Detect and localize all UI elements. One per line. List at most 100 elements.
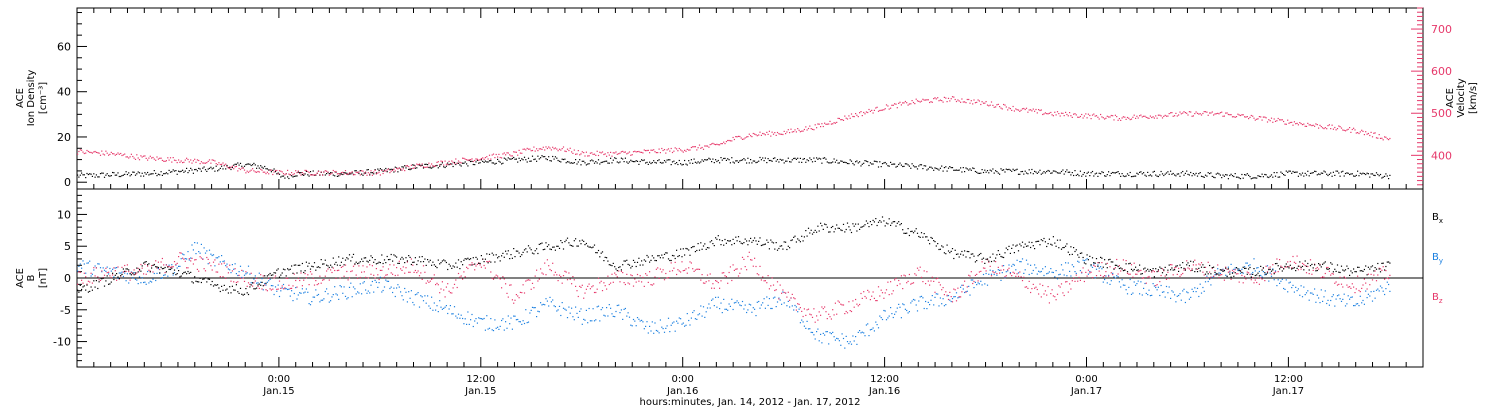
- by-point: [292, 300, 293, 301]
- ion-density-point: [551, 160, 552, 161]
- velocity-point: [580, 153, 581, 154]
- bottom-tick-label: 10: [57, 208, 71, 221]
- bz-point: [821, 306, 822, 307]
- bx-point: [198, 281, 199, 282]
- bz-point: [889, 294, 890, 295]
- bz-point: [1301, 269, 1302, 270]
- by-point: [982, 284, 983, 285]
- ion-density-point: [373, 173, 374, 174]
- velocity-point: [134, 158, 135, 159]
- ion-density-point: [475, 161, 476, 162]
- bz-point: [403, 266, 404, 267]
- ion-density-point: [766, 162, 767, 163]
- velocity-point: [1081, 114, 1082, 115]
- by-point: [889, 316, 890, 317]
- ion-density-point: [1287, 172, 1288, 173]
- by-point: [510, 318, 511, 319]
- ion-density-point: [899, 163, 900, 164]
- velocity-point: [127, 156, 128, 157]
- velocity-point: [1377, 138, 1378, 139]
- velocity-point: [477, 159, 478, 160]
- ion-density-point: [707, 159, 708, 160]
- bx-point: [641, 260, 642, 261]
- by-point: [208, 263, 209, 264]
- ion-density-point: [1109, 175, 1110, 176]
- ion-density-point: [677, 164, 678, 165]
- velocity-point: [964, 101, 965, 102]
- by-point: [602, 307, 603, 308]
- bx-point: [370, 255, 371, 256]
- velocity-point: [1196, 111, 1197, 112]
- by-point: [846, 336, 847, 337]
- by-point: [1154, 285, 1155, 286]
- bz-point: [177, 263, 178, 264]
- by-point: [370, 285, 371, 286]
- bz-point: [1217, 264, 1218, 265]
- bz-point: [523, 284, 524, 285]
- bz-point: [121, 267, 122, 268]
- bz-point: [603, 282, 604, 283]
- ion-density-point: [1147, 172, 1148, 173]
- velocity-point: [1283, 121, 1284, 122]
- by-point: [1241, 269, 1242, 270]
- by-point: [796, 306, 797, 307]
- bz-point: [376, 268, 377, 269]
- velocity-point: [1131, 119, 1132, 120]
- velocity-point: [467, 160, 468, 161]
- bz-point: [746, 269, 747, 270]
- bz-point: [1092, 277, 1093, 278]
- bx-point: [128, 269, 129, 270]
- ion-density-point: [95, 177, 96, 178]
- ion-density-point: [987, 170, 988, 171]
- velocity-point: [918, 101, 919, 102]
- ion-density-point: [735, 160, 736, 161]
- by-point: [335, 293, 336, 294]
- velocity-point: [1095, 116, 1096, 117]
- ion-density-point: [527, 161, 528, 162]
- velocity-point: [1264, 117, 1265, 118]
- velocity-point: [933, 98, 934, 99]
- bz-point: [1103, 276, 1104, 277]
- bottom-tick-label: -5: [60, 304, 71, 317]
- bx-point: [707, 247, 708, 248]
- bx-point: [945, 253, 946, 254]
- velocity-point: [699, 145, 700, 146]
- ion-density-point: [681, 164, 682, 165]
- bz-point: [388, 268, 389, 269]
- bz-point: [1021, 276, 1022, 277]
- bz-point: [1381, 270, 1382, 271]
- bx-point: [230, 292, 231, 293]
- ion-density-point: [436, 165, 437, 166]
- bz-point: [799, 304, 800, 305]
- bz-point: [792, 294, 793, 295]
- x-tick-label-time: 0:00: [268, 374, 290, 385]
- velocity-point: [516, 152, 517, 153]
- by-point: [1208, 281, 1209, 282]
- ion-density-point: [1214, 177, 1215, 178]
- bottom-tick-label: -10: [53, 336, 71, 349]
- by-point: [622, 319, 623, 320]
- bz-point: [650, 284, 651, 285]
- ion-density-point: [1260, 176, 1261, 177]
- bz-point: [213, 262, 214, 263]
- bx-point: [208, 279, 209, 280]
- velocity-point: [1310, 124, 1311, 125]
- bz-point: [185, 261, 186, 262]
- bz-point: [566, 272, 567, 273]
- by-point: [711, 300, 712, 301]
- bz-point: [473, 264, 474, 265]
- ion-density-point: [1169, 174, 1170, 175]
- velocity-point: [451, 160, 452, 161]
- velocity-point: [663, 150, 664, 151]
- velocity-point: [957, 99, 958, 100]
- by-point: [928, 302, 929, 303]
- bz-point: [1276, 258, 1277, 259]
- bz-point: [1383, 266, 1384, 267]
- by-point: [930, 300, 931, 301]
- bx-point: [554, 247, 555, 248]
- velocity-point: [720, 143, 721, 144]
- bz-point: [753, 266, 754, 267]
- by-point: [1053, 272, 1054, 273]
- bz-point: [998, 267, 999, 268]
- ion-density-point: [1208, 172, 1209, 173]
